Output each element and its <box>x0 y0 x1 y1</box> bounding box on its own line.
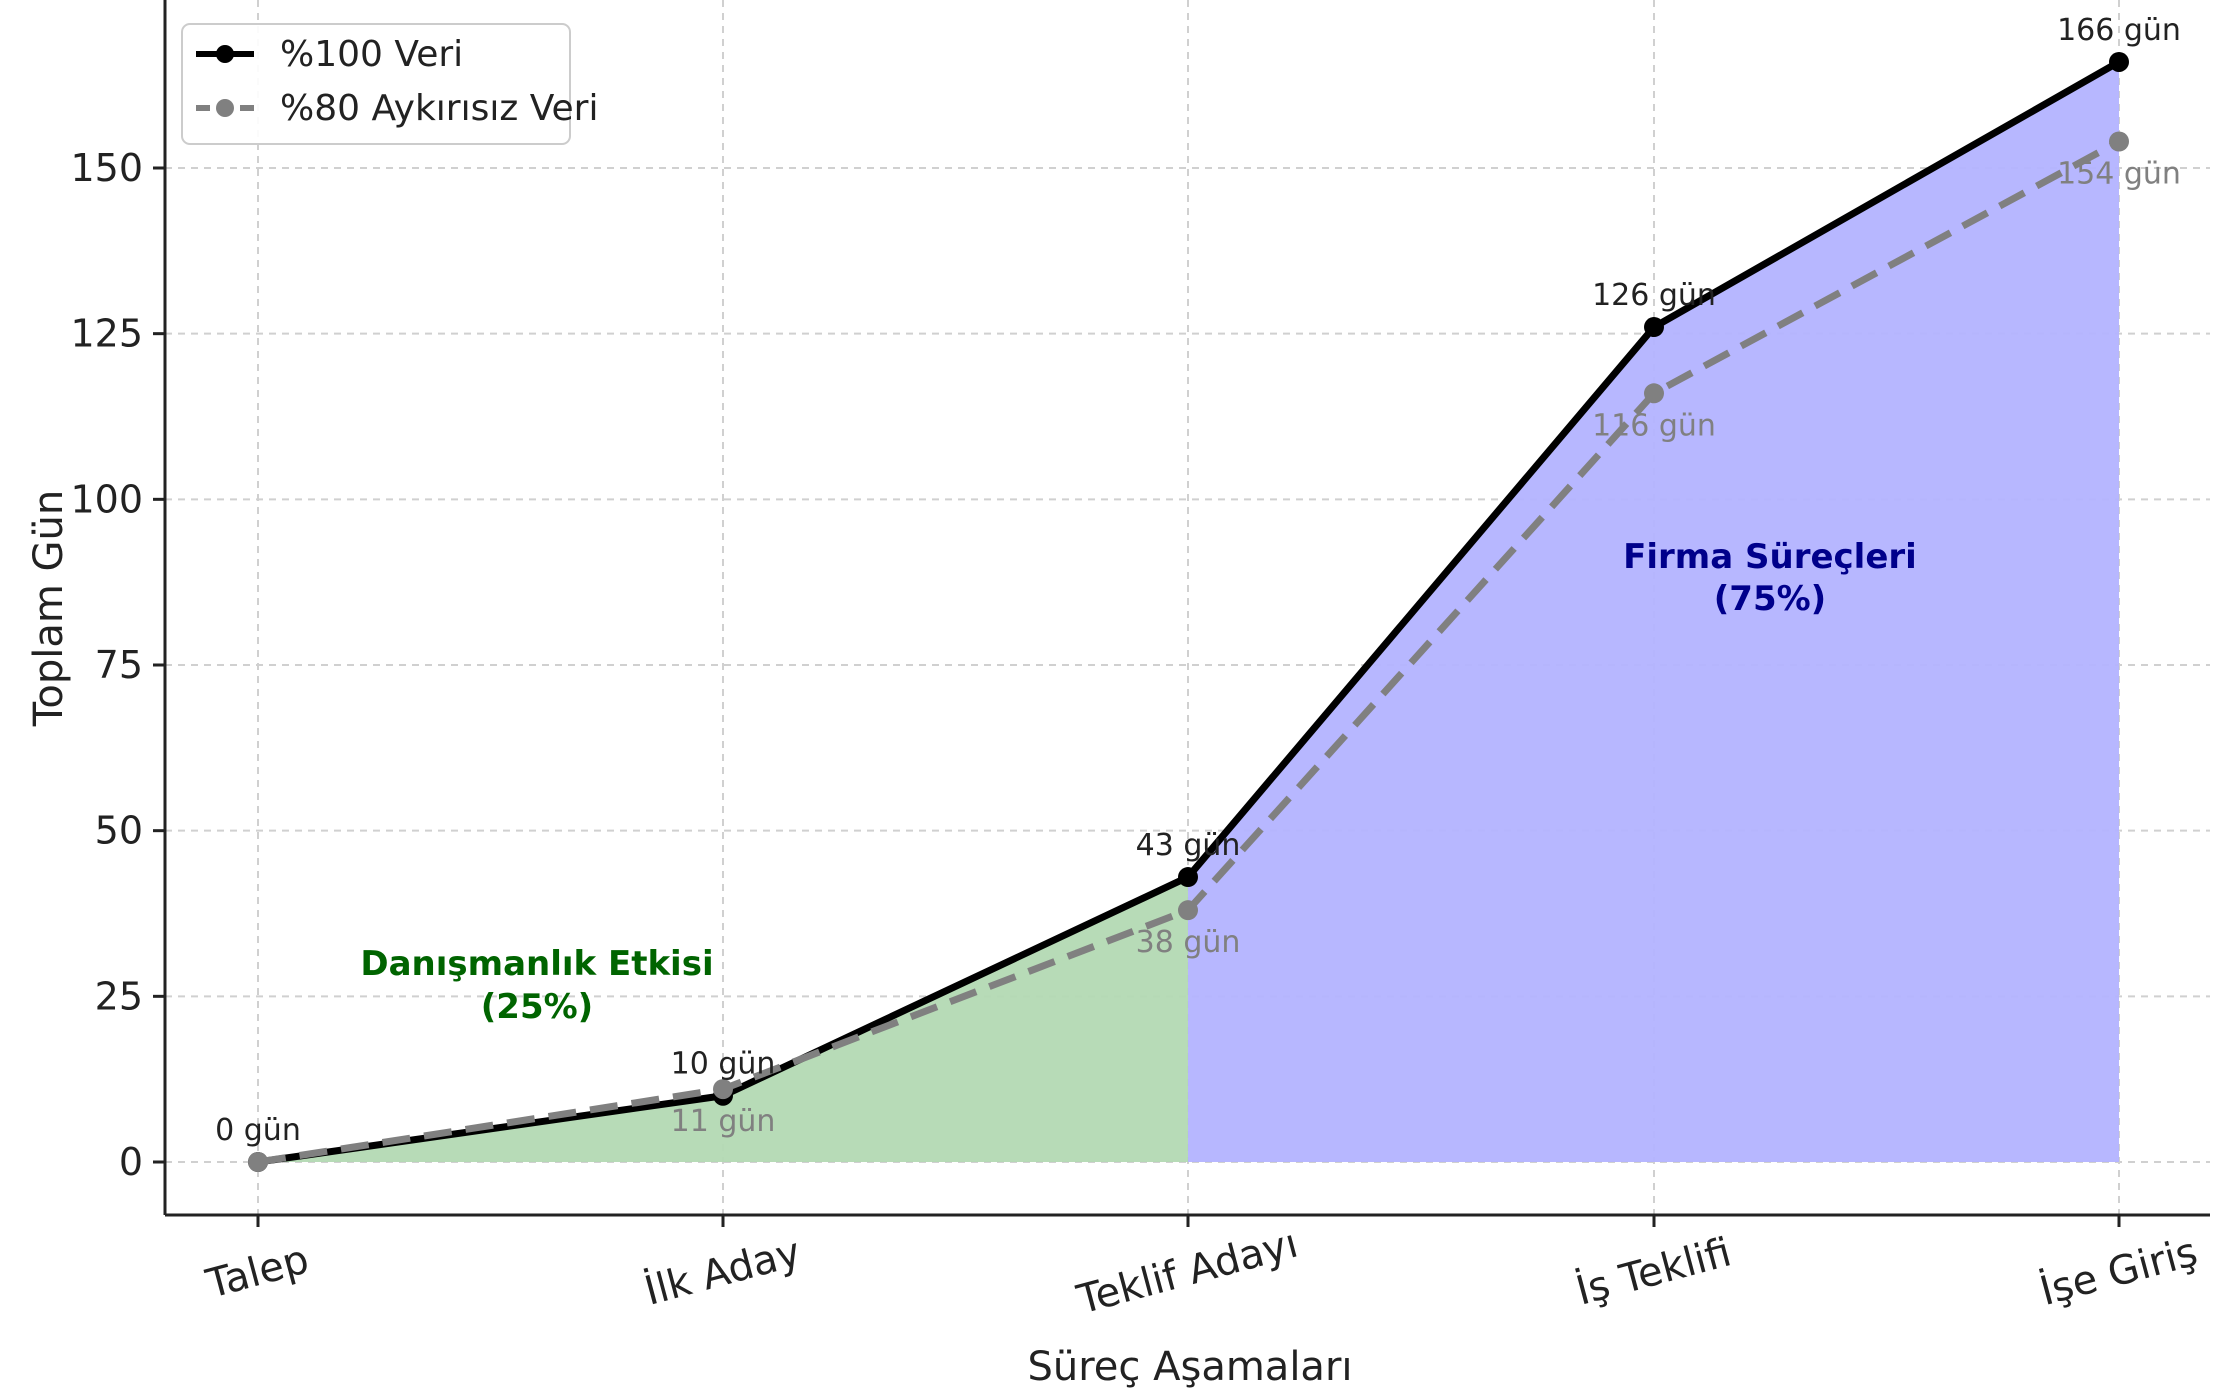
region-label-consulting: Danışmanlık Etkisi (25%) <box>360 944 713 1027</box>
data-labels: 0 gün 10 gün 43 gün 126 gün 166 gün 11 gün 38 … <box>215 13 2181 1148</box>
series-marker-filtered <box>1178 900 1198 921</box>
data-label-filtered: 154 gün <box>2057 156 2181 191</box>
y-axis-title: Toplam Gün <box>26 490 72 728</box>
y-tick-label: 75 <box>95 643 143 687</box>
y-tick-label: 25 <box>95 974 143 1018</box>
legend-label-full: %100 Veri <box>280 34 463 75</box>
series-marker-filtered <box>713 1079 733 1100</box>
series-marker-filtered <box>1644 383 1664 404</box>
x-tick-label: Teklif Adayı <box>1072 1221 1303 1324</box>
x-tick-label: İşe Giriş <box>2035 1227 2202 1315</box>
series-marker-filtered <box>2109 131 2129 152</box>
legend-label-filtered: %80 Aykırısız Veri <box>280 88 598 129</box>
legend: %100 Veri %80 Aykırısız Veri <box>181 23 598 145</box>
data-label-full: 166 gün <box>2057 13 2181 48</box>
y-tick-label: 0 <box>119 1140 143 1184</box>
x-tick-label: İlk Aday <box>639 1227 805 1315</box>
series-lines <box>248 51 2129 1172</box>
region-company-fill <box>1188 61 2119 1162</box>
data-label-full: 0 gün <box>215 1113 301 1148</box>
x-tick-label: Talep <box>201 1236 314 1307</box>
legend-swatch-marker-full <box>216 45 234 63</box>
region-label-company: Firma Süreçleri (75%) <box>1623 537 1917 619</box>
region-label-company-line2: (75%) <box>1714 579 1826 619</box>
y-tick-label: 100 <box>70 477 143 521</box>
data-label-filtered: 116 gün <box>1592 408 1716 443</box>
region-label-company-line1: Firma Süreçleri <box>1623 537 1917 577</box>
series-marker-full <box>2109 51 2129 72</box>
data-label-full: 43 gün <box>1136 828 1241 863</box>
region-label-consulting-line1: Danışmanlık Etkisi <box>360 944 713 984</box>
data-label-filtered: 38 gün <box>1136 925 1241 960</box>
region-consulting-fill <box>258 877 1188 1162</box>
legend-box <box>181 23 571 145</box>
data-label-filtered: 11 gün <box>671 1104 776 1139</box>
legend-swatch-marker-filtered <box>216 99 234 117</box>
y-tick-label: 150 <box>70 146 143 190</box>
series-marker-full <box>1644 317 1664 338</box>
x-tick-label: İş Teklifi <box>1571 1227 1736 1314</box>
shaded-regions <box>258 61 2119 1162</box>
region-label-consulting-line2: (25%) <box>481 987 593 1027</box>
x-axis-title: Süreç Aşamaları <box>1028 1344 1353 1390</box>
data-label-full: 10 gün <box>671 1047 776 1082</box>
y-tick-label: 50 <box>95 809 143 853</box>
data-label-full: 126 gün <box>1592 278 1716 313</box>
series-marker-full <box>1178 867 1198 888</box>
series-marker-filtered <box>248 1152 268 1172</box>
y-tick-label: 125 <box>70 312 143 356</box>
